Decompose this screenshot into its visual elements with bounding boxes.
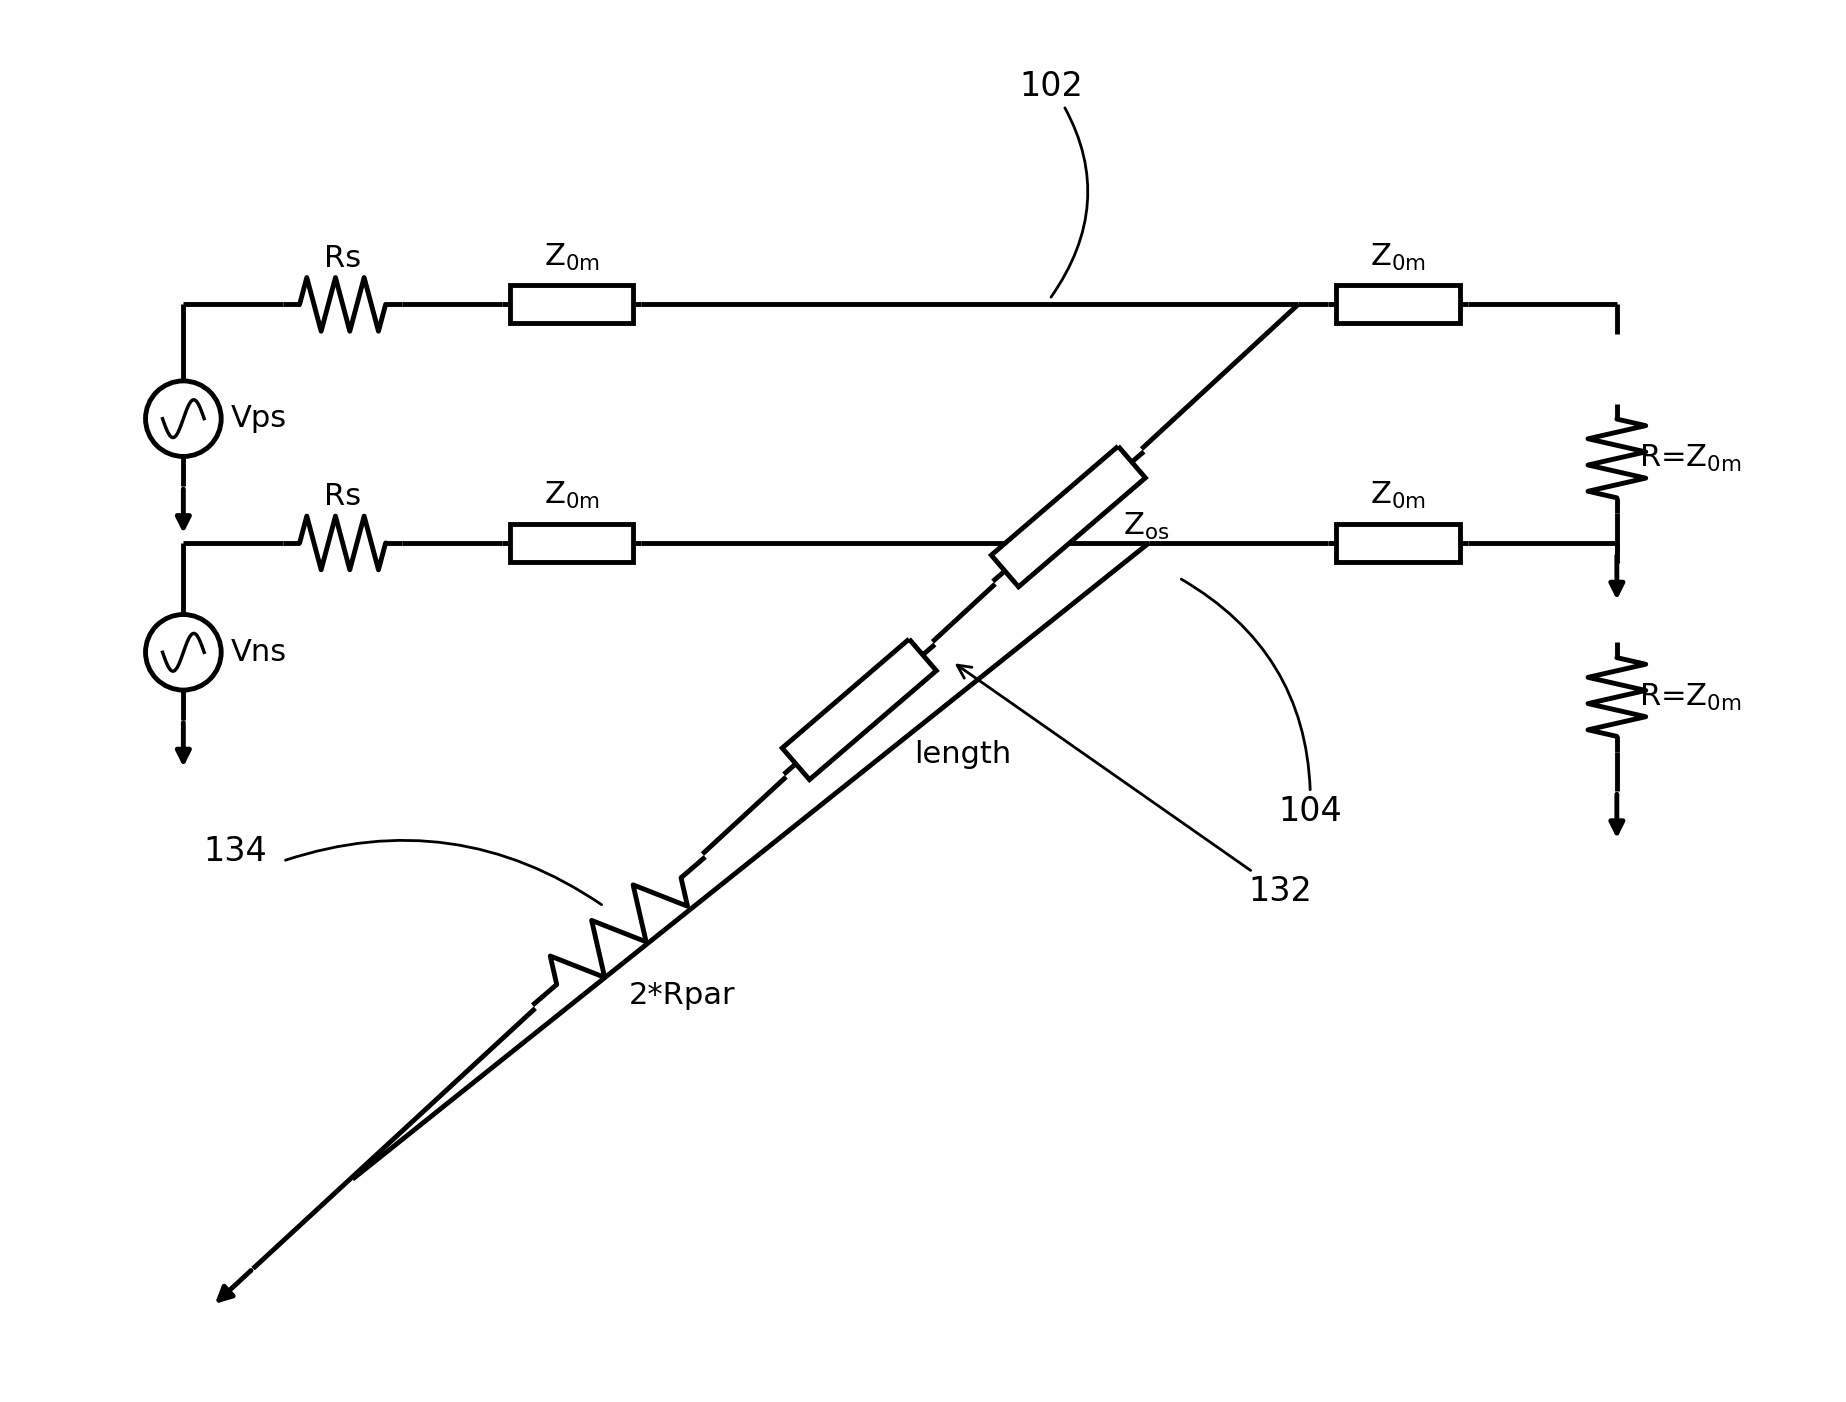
Text: 102: 102 (1019, 70, 1087, 297)
Polygon shape (991, 446, 1145, 587)
Text: Z$_{\mathsf{os}}$: Z$_{\mathsf{os}}$ (1122, 510, 1170, 543)
Text: R=Z$_{\mathsf{0m}}$: R=Z$_{\mathsf{0m}}$ (1639, 443, 1741, 474)
Text: length: length (914, 740, 1012, 768)
Circle shape (146, 381, 222, 457)
Text: Z$_{\mathsf{0m}}$: Z$_{\mathsf{0m}}$ (543, 241, 600, 272)
Text: Z$_{\mathsf{0m}}$: Z$_{\mathsf{0m}}$ (1370, 479, 1425, 512)
Polygon shape (783, 639, 936, 780)
Bar (1337, 524, 1460, 562)
Text: R=Z$_{\mathsf{0m}}$: R=Z$_{\mathsf{0m}}$ (1639, 681, 1741, 712)
Text: 2*Rpar: 2*Rpar (629, 981, 735, 1011)
Text: 132: 132 (958, 665, 1313, 908)
Text: Vns: Vns (231, 638, 288, 667)
Bar (1337, 286, 1460, 324)
Text: 104: 104 (1181, 579, 1342, 829)
Bar (509, 286, 633, 324)
Text: Rs: Rs (325, 244, 362, 272)
Text: Z$_{\mathsf{0m}}$: Z$_{\mathsf{0m}}$ (1370, 241, 1425, 272)
Text: Vps: Vps (231, 404, 288, 433)
Text: Rs: Rs (325, 482, 362, 512)
Text: 134: 134 (203, 834, 268, 868)
Circle shape (146, 614, 222, 690)
Bar (509, 524, 633, 562)
Text: Z$_{\mathsf{0m}}$: Z$_{\mathsf{0m}}$ (543, 479, 600, 512)
